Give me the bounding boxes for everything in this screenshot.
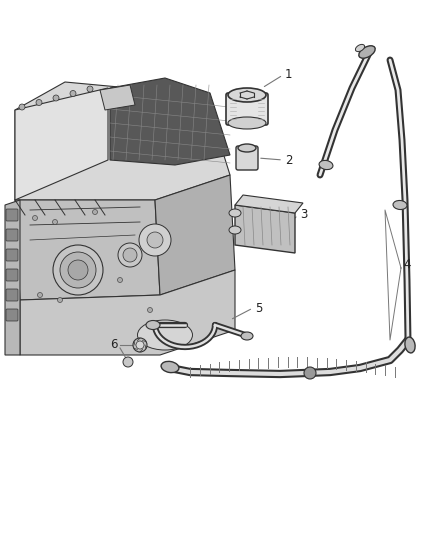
Text: 3: 3 xyxy=(300,208,307,222)
Circle shape xyxy=(36,100,42,106)
FancyBboxPatch shape xyxy=(6,269,18,281)
Ellipse shape xyxy=(355,44,364,52)
Polygon shape xyxy=(235,195,303,213)
Polygon shape xyxy=(155,175,235,295)
Circle shape xyxy=(123,248,137,262)
FancyBboxPatch shape xyxy=(6,309,18,321)
Text: 1: 1 xyxy=(285,69,293,82)
Circle shape xyxy=(147,232,163,248)
Circle shape xyxy=(38,293,42,297)
Ellipse shape xyxy=(241,332,253,340)
Polygon shape xyxy=(15,82,230,200)
Circle shape xyxy=(60,252,96,288)
Ellipse shape xyxy=(393,200,407,209)
Circle shape xyxy=(136,341,144,349)
Circle shape xyxy=(68,260,88,280)
Circle shape xyxy=(70,91,76,96)
Ellipse shape xyxy=(238,144,256,152)
Circle shape xyxy=(304,367,316,379)
Circle shape xyxy=(32,215,38,221)
Ellipse shape xyxy=(359,46,375,58)
Ellipse shape xyxy=(161,361,179,373)
Ellipse shape xyxy=(229,226,241,234)
Text: 4: 4 xyxy=(403,259,410,271)
Circle shape xyxy=(53,220,57,224)
Ellipse shape xyxy=(138,320,192,350)
Circle shape xyxy=(19,104,25,110)
Circle shape xyxy=(133,338,147,352)
Polygon shape xyxy=(5,200,20,355)
Ellipse shape xyxy=(228,117,266,129)
Polygon shape xyxy=(235,205,295,253)
Text: 2: 2 xyxy=(285,154,293,166)
FancyBboxPatch shape xyxy=(6,229,18,241)
Circle shape xyxy=(53,95,59,101)
Ellipse shape xyxy=(319,160,333,169)
Polygon shape xyxy=(20,270,235,355)
Text: 6: 6 xyxy=(110,338,118,351)
FancyBboxPatch shape xyxy=(226,93,268,125)
Circle shape xyxy=(123,357,133,367)
Ellipse shape xyxy=(146,320,160,329)
Circle shape xyxy=(139,224,171,256)
Ellipse shape xyxy=(229,209,241,217)
Circle shape xyxy=(57,297,63,303)
Text: 5: 5 xyxy=(255,302,262,314)
Polygon shape xyxy=(15,200,160,300)
Polygon shape xyxy=(110,78,230,165)
FancyBboxPatch shape xyxy=(6,289,18,301)
FancyBboxPatch shape xyxy=(6,249,18,261)
Circle shape xyxy=(118,243,142,267)
Circle shape xyxy=(117,278,123,282)
Polygon shape xyxy=(15,88,108,200)
Circle shape xyxy=(92,209,98,214)
Circle shape xyxy=(148,308,152,312)
Ellipse shape xyxy=(405,337,415,353)
Polygon shape xyxy=(100,85,135,110)
Circle shape xyxy=(53,245,103,295)
Circle shape xyxy=(87,86,93,92)
FancyBboxPatch shape xyxy=(6,209,18,221)
FancyBboxPatch shape xyxy=(236,146,258,170)
Ellipse shape xyxy=(228,88,266,102)
